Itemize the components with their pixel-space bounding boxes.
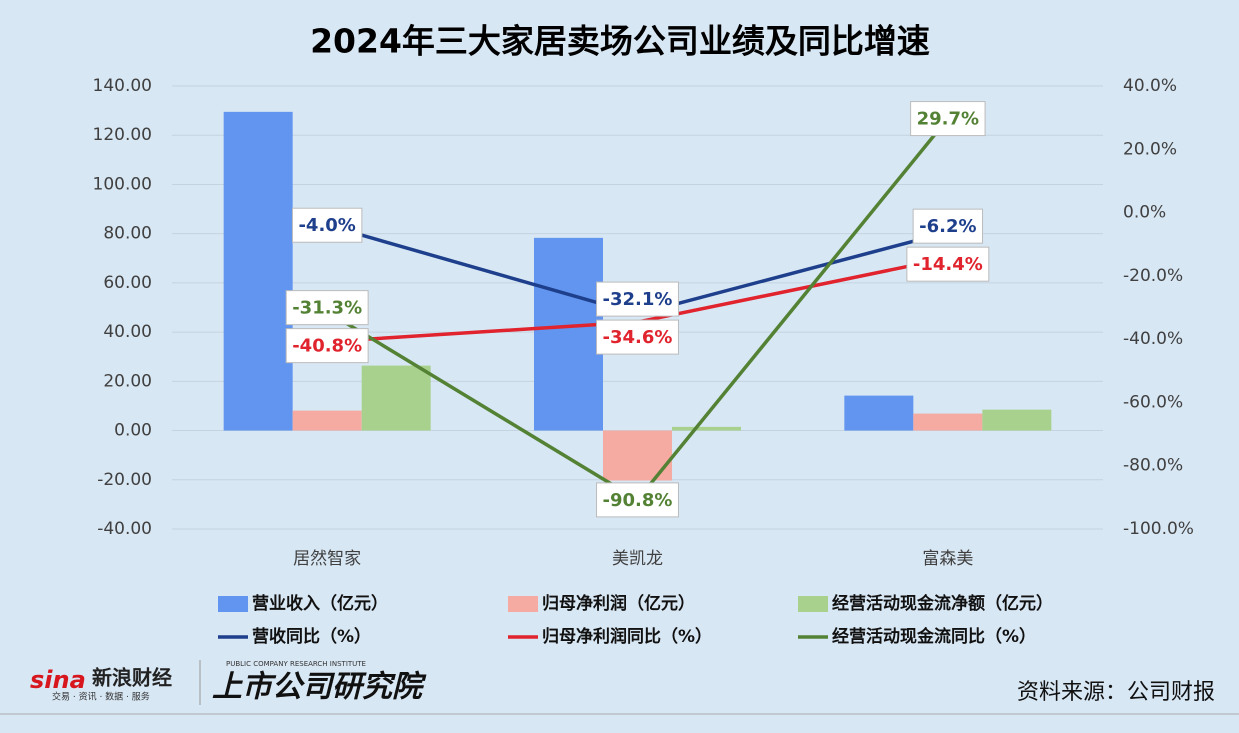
data-label: -40.8% <box>285 328 369 364</box>
y2-tick-label: 20.0% <box>1123 139 1177 159</box>
data-label: -4.0% <box>291 207 363 243</box>
legend-label: 营业收入（亿元） <box>252 593 388 614</box>
y-tick-label: 120.00 <box>93 125 152 145</box>
data-label-text: -14.4% <box>913 254 983 275</box>
y2-tick-label: -100.0% <box>1123 519 1194 539</box>
y-tick-label: -40.00 <box>97 519 152 539</box>
logo-sina: sina <box>30 666 86 694</box>
chart-title: 2024年三大家居卖场公司业绩及同比增速 <box>310 22 930 61</box>
data-label-text: -40.8% <box>292 336 362 357</box>
data-label: -32.1% <box>596 281 679 317</box>
data-label-text: 29.7% <box>917 109 979 130</box>
logo-sina-tagline: 交易 · 资讯 · 数据 · 服务 <box>52 691 150 703</box>
x-tick-label: 美凯龙 <box>612 549 663 569</box>
legend-swatch <box>798 596 828 612</box>
data-label-text: -90.8% <box>603 490 673 511</box>
bar <box>982 409 1052 431</box>
data-label-box <box>906 246 990 282</box>
y-tick-label: 0.00 <box>114 421 152 441</box>
y2-tick-label: -20.0% <box>1123 266 1183 286</box>
y-tick-label: 60.00 <box>103 273 152 293</box>
legend-label: 经营活动现金流净额（亿元） <box>832 593 1053 614</box>
logo-sina-name: 新浪财经 <box>92 666 172 690</box>
data-label: -31.3% <box>285 290 369 326</box>
data-label-text: -34.6% <box>603 327 673 348</box>
legend-swatch <box>218 596 248 612</box>
data-label-text: -4.0% <box>298 215 355 236</box>
y2-tick-label: 40.0% <box>1123 76 1177 96</box>
bar <box>913 413 983 431</box>
y-tick-label: 80.00 <box>103 224 152 244</box>
y-tick-label: -20.00 <box>97 470 152 490</box>
bar <box>844 395 914 431</box>
y2-tick-label: -40.0% <box>1123 329 1183 349</box>
x-tick-label: 居然智家 <box>293 549 361 569</box>
data-label-box <box>596 482 679 518</box>
data-label-box <box>291 207 363 243</box>
data-label-text: -31.3% <box>292 298 362 319</box>
bar <box>223 111 293 431</box>
data-label-box <box>912 208 984 244</box>
legend-label: 归母净利润（亿元） <box>542 593 695 614</box>
y2-tick-label: -80.0% <box>1123 456 1183 476</box>
data-label-box <box>285 290 369 326</box>
bar <box>361 365 431 431</box>
legend-label: 营收同比（%） <box>252 626 371 647</box>
y2-tick-label: 0.0% <box>1123 203 1166 223</box>
data-label-box <box>596 281 679 317</box>
x-tick-label: 富森美 <box>922 549 973 569</box>
y2-tick-label: -60.0% <box>1123 392 1183 412</box>
bar <box>534 237 603 431</box>
data-label-box <box>285 328 369 364</box>
bar <box>603 430 672 481</box>
legend-label: 经营活动现金流同比（%） <box>832 626 1036 647</box>
data-label-box <box>596 319 679 355</box>
y-tick-label: 140.00 <box>93 76 152 96</box>
legend-label: 归母净利润同比（%） <box>542 626 712 647</box>
data-label: -34.6% <box>596 319 679 355</box>
bar <box>672 426 741 431</box>
bar <box>292 410 362 431</box>
y-tick-label: 100.00 <box>93 174 152 194</box>
data-label: -90.8% <box>596 482 679 518</box>
data-label: 29.7% <box>910 101 986 137</box>
data-label-box <box>910 101 986 137</box>
data-label: -6.2% <box>912 208 984 244</box>
logo-institute: 上市公司研究院 <box>212 670 427 705</box>
legend-swatch <box>508 596 538 612</box>
y-tick-label: 40.00 <box>103 322 152 342</box>
source: 资料来源：公司财报 <box>1017 680 1215 705</box>
data-label-text: -6.2% <box>919 216 976 237</box>
data-label: -14.4% <box>906 246 990 282</box>
logo-institute-en: PUBLIC COMPANY RESEARCH INSTITUTE <box>226 660 366 668</box>
y-tick-label: 20.00 <box>103 371 152 391</box>
data-label-text: -32.1% <box>603 289 673 310</box>
